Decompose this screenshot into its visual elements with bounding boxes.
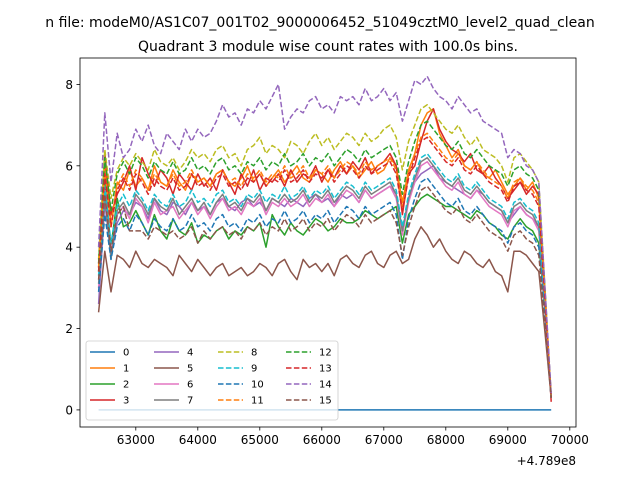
legend-label-8: 8 [251,348,257,359]
x-tick-label: 65000 [241,433,279,447]
y-tick-label: 8 [65,78,73,92]
legend-box [85,340,339,421]
legend-label-9: 9 [251,364,257,375]
series-line-11 [97,132,552,398]
legend-label-11: 11 [251,396,264,407]
legend-label-0: 0 [123,348,129,359]
series-line-8 [97,104,552,398]
y-tick-label: 4 [65,241,73,255]
legend-label-10: 10 [251,380,264,391]
x-tick-label: 70000 [551,433,589,447]
y-tick-label: 0 [65,403,73,417]
x-tick-label: 69000 [489,433,527,447]
legend-label-15: 15 [319,396,332,407]
legend-label-5: 5 [187,364,193,375]
series-line-9 [97,152,552,398]
x-tick-label: 63000 [117,433,155,447]
legend-label-6: 6 [187,380,193,391]
series-line-10 [97,177,552,398]
legend-label-7: 7 [187,396,193,407]
series-line-7 [97,156,552,398]
figure-suptitle: n file: modeM0/AS1C07_001T02_9000006452_… [45,15,594,31]
series-line-15 [97,185,552,398]
legend-label-13: 13 [319,364,332,375]
x-tick-label: 68000 [427,433,465,447]
x-tick-label: 66000 [303,433,341,447]
y-tick-label: 6 [65,159,73,173]
legend-label-2: 2 [123,380,129,391]
axes-frame [79,57,577,428]
series-line-12 [97,120,552,398]
x-tick-label: 64000 [179,433,217,447]
legend-label-12: 12 [319,348,332,359]
chart-title: Quadrant 3 module wise count rates with … [138,39,518,55]
x-tick-label: 67000 [365,433,403,447]
plot-area: 63000 64000 65000 66000 67000 68000 69000 70000… [65,57,589,447]
legend-label-14: 14 [319,380,332,391]
series-line-13 [97,136,552,398]
y-tick-label: 2 [65,322,73,336]
x-axis-offset-label: +4.789e8 [517,454,576,468]
series-line-5 [97,226,552,398]
series-line-14 [97,75,552,394]
legend-label-3: 3 [123,396,129,407]
legend-label-1: 1 [123,364,129,375]
series-line-6 [97,160,552,398]
legend-label-4: 4 [187,348,193,359]
